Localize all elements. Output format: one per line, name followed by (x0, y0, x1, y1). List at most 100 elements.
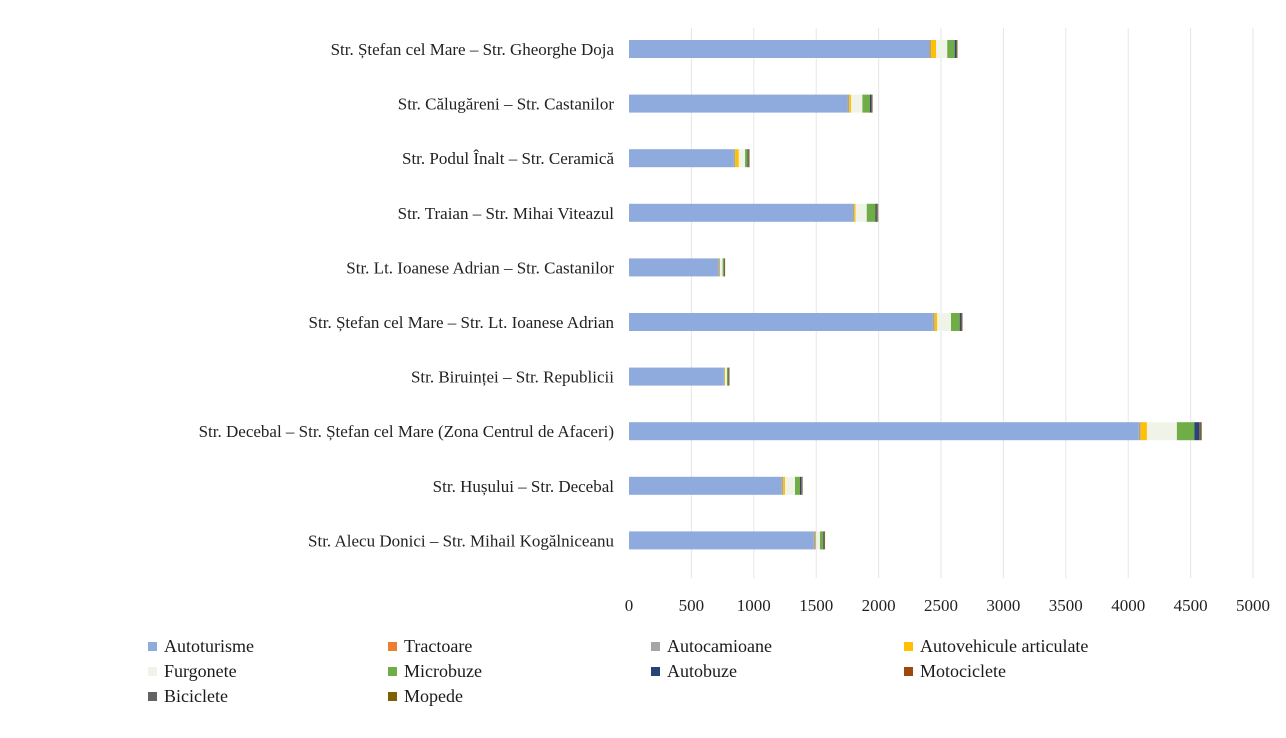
bar-segment (725, 367, 727, 386)
legend-item: Furgonete (148, 661, 237, 682)
bar-segment (813, 531, 816, 550)
x-axis-tick-labels: 0 500 1000 1500 2000 2500 3000 3500 4000 4500 5000 (625, 596, 1270, 615)
bar-segment (961, 313, 962, 331)
legend-item: Biciclete (148, 686, 228, 707)
bar-segment (801, 476, 803, 495)
bar-segment (801, 476, 802, 495)
legend-swatch (388, 642, 397, 651)
bar-segment (956, 40, 957, 58)
legend-item: Mopede (388, 686, 463, 707)
bar-segment (875, 203, 877, 222)
bar-segment (947, 40, 955, 58)
bar-segment (877, 203, 878, 222)
bar-segment (629, 258, 719, 277)
bar-segment (629, 476, 782, 495)
bar-segment (629, 203, 853, 222)
legend-label: Microbuze (404, 661, 482, 681)
category-label: Str. Lt. Ioanese Adrian – Str. Castanilo… (346, 258, 614, 277)
legend-label: Autobuze (667, 661, 737, 681)
category-label: Str. Biruinței – Str. Republicii (411, 368, 614, 387)
bar-segment (719, 258, 721, 277)
bar-segment (629, 367, 724, 386)
x-tick-label: 3500 (1049, 596, 1083, 615)
legend-label: Autoturisme (164, 636, 254, 656)
legend-item: Autocamioane (651, 636, 772, 657)
bar-segment (862, 94, 870, 113)
category-label: Str. Podul Înalt – Str. Ceramică (402, 149, 614, 168)
bar-segment (815, 531, 817, 550)
bar-segment (872, 94, 873, 113)
bar-segment (1146, 422, 1177, 441)
bar-segment (931, 40, 937, 58)
bar-segment (718, 258, 720, 277)
bar-segment (824, 531, 826, 550)
x-tick-label: 5000 (1236, 596, 1270, 615)
bar-segment (855, 203, 867, 222)
category-label: Str. Hușului – Str. Decebal (433, 477, 615, 496)
bar-segment (722, 258, 724, 277)
legend-swatch (148, 642, 157, 651)
bar-segment (849, 94, 852, 113)
category-label: Str. Călugăreni – Str. Castanilor (398, 95, 615, 114)
bar-segment (1176, 422, 1195, 441)
x-tick-label: 4000 (1111, 596, 1145, 615)
bar-segment (629, 422, 1139, 441)
legend-swatch (388, 667, 397, 676)
category-labels: Str. Ștefan cel Mare – Str. Gheorghe Doj… (199, 40, 615, 550)
gridlines (690, 28, 1254, 578)
bar-segment (720, 258, 723, 277)
bar-segment (876, 203, 878, 222)
bar-segment (1138, 422, 1141, 441)
legend-label: Biciclete (164, 686, 228, 706)
x-tick-label: 0 (625, 596, 634, 615)
bar-segment (1201, 422, 1202, 441)
bar-segment (961, 313, 963, 331)
bar-segment (960, 313, 962, 331)
bar-segment (723, 367, 725, 386)
legend-swatch (904, 642, 913, 651)
bar-segment (1199, 422, 1202, 441)
legend-swatch (651, 642, 660, 651)
bar-segment (852, 203, 855, 222)
bar-segment (629, 149, 734, 168)
bar-segment (1140, 422, 1147, 441)
bar-segment (735, 149, 739, 168)
bar-segment (745, 149, 748, 168)
bar-segment (728, 367, 730, 386)
category-label: Str. Alecu Donici – Str. Mihail Kogălnic… (308, 531, 614, 550)
bar-segment (871, 94, 873, 113)
bar-segment (629, 94, 848, 113)
bar-segment (749, 149, 750, 168)
bar-segment (747, 149, 749, 168)
bar-segment (959, 313, 961, 331)
legend-item: Microbuze (388, 661, 482, 682)
bar-segment (877, 203, 879, 222)
category-label: Str. Ștefan cel Mare – Str. Lt. Ioanese … (309, 313, 615, 332)
bar-segment (799, 476, 802, 495)
legend-label: Furgonete (164, 661, 237, 681)
bar-segment (794, 476, 800, 495)
bar-segment (956, 40, 958, 58)
bar-segment (851, 94, 863, 113)
bar-segment (871, 94, 872, 113)
bar-segment (629, 313, 933, 331)
category-label: Str. Ștefan cel Mare – Str. Gheorghe Doj… (331, 40, 615, 59)
legend-swatch (651, 667, 660, 676)
bar-segment (866, 203, 876, 222)
bar-segment (1194, 422, 1200, 441)
bar-segment (823, 531, 824, 550)
bar-segment (816, 531, 820, 550)
bar-segment (629, 531, 814, 550)
bar-segment (854, 203, 856, 222)
legend-swatch (148, 692, 157, 701)
category-label: Str. Traian – Str. Mihai Viteazul (398, 204, 615, 223)
bar-segment (819, 531, 824, 550)
bar-segment (748, 149, 750, 168)
bar-segment (802, 476, 803, 495)
bar-segment (937, 313, 951, 331)
legend-swatch (904, 667, 913, 676)
bar-segment (936, 40, 948, 58)
bar-segment (847, 94, 850, 113)
legend-item: Autovehicule articulate (904, 636, 1088, 657)
bar-segment (723, 258, 725, 277)
